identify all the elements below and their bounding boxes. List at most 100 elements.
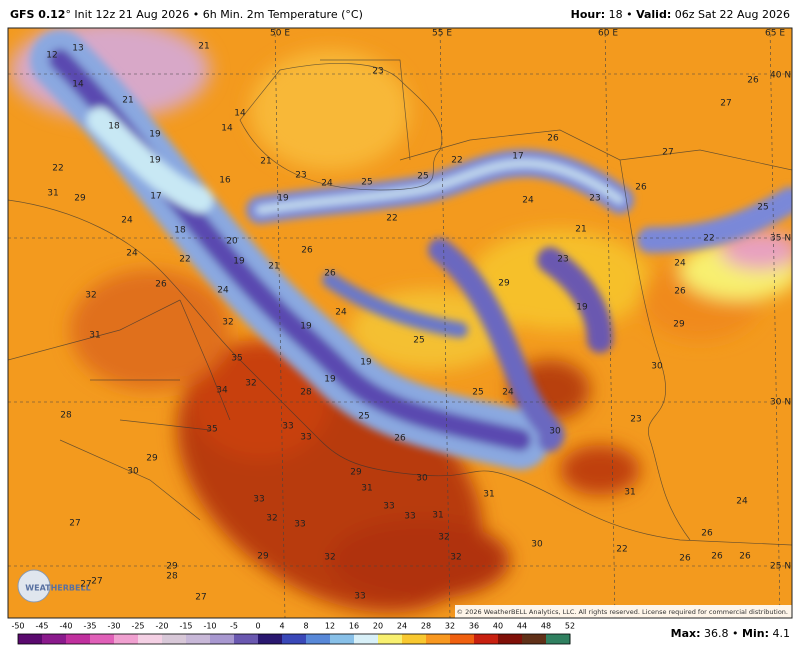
temp-value: 24 bbox=[126, 249, 138, 259]
colorbar-segment bbox=[450, 634, 475, 644]
temp-value: 35 bbox=[231, 354, 242, 364]
temp-value: 29 bbox=[146, 454, 158, 464]
temp-value: 33 bbox=[294, 520, 305, 530]
temp-value: 29 bbox=[350, 468, 362, 478]
temp-value: 24 bbox=[121, 216, 133, 226]
temp-value: 25 bbox=[358, 412, 369, 422]
header-left: GFS 0.12° Init 12z 21 Aug 2026 • 6h Min.… bbox=[10, 8, 363, 21]
temp-value: 22 bbox=[179, 255, 190, 265]
temp-value: 32 bbox=[245, 379, 256, 389]
temp-value: 16 bbox=[219, 176, 231, 186]
temp-value: 17 bbox=[512, 152, 523, 162]
temp-value: 20 bbox=[226, 237, 238, 247]
temp-value: 33 bbox=[404, 512, 415, 522]
temp-value: 27 bbox=[662, 148, 673, 158]
colorbar-segment bbox=[354, 634, 379, 644]
temp-value: 30 bbox=[651, 362, 663, 372]
temp-value: 21 bbox=[268, 262, 279, 272]
temp-value: 31 bbox=[47, 189, 58, 199]
colorbar-segment bbox=[186, 634, 211, 644]
temp-value: 27 bbox=[80, 580, 91, 590]
temp-value: 27 bbox=[720, 99, 731, 109]
temp-value: 32 bbox=[222, 318, 233, 328]
temp-value: 24 bbox=[217, 286, 229, 296]
valid-label: Valid: bbox=[636, 8, 671, 21]
temp-value: 23 bbox=[372, 67, 383, 77]
min-value: 4.1 bbox=[773, 627, 791, 640]
temp-value: 24 bbox=[321, 179, 333, 189]
colorbar-segment bbox=[90, 634, 115, 644]
colorbar-tick-label: -50 bbox=[11, 622, 24, 631]
temp-value: 33 bbox=[383, 502, 394, 512]
temp-value: 17 bbox=[150, 192, 161, 202]
temp-value: 22 bbox=[386, 214, 397, 224]
colorbar-tick-label: 4 bbox=[279, 622, 284, 631]
max-min: Max: 36.8 • Min: 4.1 bbox=[671, 627, 790, 640]
temp-value: 24 bbox=[502, 388, 514, 398]
temp-value: 18 bbox=[174, 226, 186, 236]
temp-value: 33 bbox=[253, 495, 264, 505]
temp-value: 31 bbox=[432, 511, 443, 521]
grid-label: 35 N bbox=[770, 234, 791, 244]
colorbar-segment bbox=[330, 634, 355, 644]
temp-value: 32 bbox=[450, 553, 461, 563]
colorbar-tick-label: 44 bbox=[517, 622, 527, 631]
logo: WEATHERBELL bbox=[25, 584, 90, 593]
temp-value: 28 bbox=[166, 572, 178, 582]
colorbar-tick-label: 28 bbox=[421, 622, 431, 631]
colorbar-tick-label: -5 bbox=[230, 622, 238, 631]
grid-label: 40 N bbox=[770, 71, 791, 81]
temp-value: 19 bbox=[277, 194, 289, 204]
temp-value: 26 bbox=[301, 246, 313, 256]
colorbar-segment bbox=[426, 634, 451, 644]
hour-label: Hour: bbox=[571, 8, 605, 21]
temp-value: 26 bbox=[547, 134, 559, 144]
temp-value: 21 bbox=[198, 42, 209, 52]
temp-value: 32 bbox=[85, 291, 96, 301]
temp-value: 29 bbox=[74, 194, 86, 204]
copyright: © 2026 WeatherBELL Analytics, LLC. All r… bbox=[457, 608, 788, 616]
grid-label: 25 N bbox=[770, 562, 791, 572]
temp-value: 25 bbox=[472, 388, 483, 398]
max-value: 36.8 bbox=[704, 627, 729, 640]
colorbar-segment bbox=[402, 634, 427, 644]
temp-value: 31 bbox=[89, 331, 100, 341]
temp-value: 27 bbox=[69, 519, 80, 529]
temp-value: 14 bbox=[72, 80, 84, 90]
valid: 06z Sat 22 Aug 2026 bbox=[671, 8, 790, 21]
temp-value: 28 bbox=[60, 411, 72, 421]
colorbar-segment bbox=[522, 634, 547, 644]
temp-value: 27 bbox=[91, 577, 102, 587]
temp-value: 33 bbox=[282, 422, 293, 432]
colorbar-segment bbox=[18, 634, 43, 644]
temp-value: 26 bbox=[701, 529, 713, 539]
colorbar-tick-label: 16 bbox=[349, 622, 359, 631]
colorbar-tick-label: -20 bbox=[155, 622, 168, 631]
temp-value: 13 bbox=[72, 44, 83, 54]
description: ° Init 12z 21 Aug 2026 • 6h Min. 2m Temp… bbox=[65, 8, 362, 21]
colorbar-tick-label: -35 bbox=[83, 622, 96, 631]
grid-label: 30 N bbox=[770, 398, 791, 408]
colorbar-tick-label: 32 bbox=[445, 622, 455, 631]
colorbar-tick-label: 8 bbox=[303, 622, 308, 631]
max-label: Max: bbox=[671, 627, 701, 640]
colorbar-segment bbox=[162, 634, 187, 644]
colorbar-segment bbox=[546, 634, 571, 644]
temp-value: 29 bbox=[673, 320, 685, 330]
temp-value: 26 bbox=[155, 280, 167, 290]
grid-label: 60 E bbox=[598, 29, 618, 39]
colorbar-tick-label: 40 bbox=[493, 622, 503, 631]
temp-value: 23 bbox=[557, 255, 568, 265]
temp-value: 21 bbox=[260, 157, 271, 167]
colorbar-segment bbox=[474, 634, 499, 644]
temp-value: 19 bbox=[233, 257, 245, 267]
temp-value: 22 bbox=[52, 164, 63, 174]
colorbar-tick-label: -15 bbox=[179, 622, 192, 631]
temp-value: 19 bbox=[149, 130, 161, 140]
colorbar-tick-label: -25 bbox=[131, 622, 144, 631]
colorbar-segment bbox=[306, 634, 331, 644]
temp-value: 22 bbox=[616, 545, 627, 555]
temp-value: 34 bbox=[216, 386, 228, 396]
colorbar-tick-label: 48 bbox=[541, 622, 551, 631]
model: GFS 0.12 bbox=[10, 8, 65, 21]
